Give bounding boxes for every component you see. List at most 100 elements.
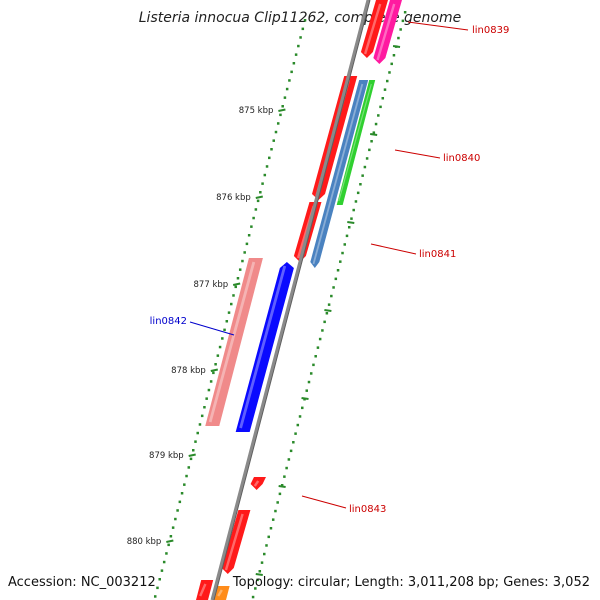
outer-tick xyxy=(301,406,304,410)
outer-tick xyxy=(325,312,329,315)
minor-tick xyxy=(230,302,233,306)
gene-block-lin0839-b xyxy=(373,0,402,64)
minor-tick xyxy=(165,552,168,555)
gene-label-lin0842: lin0842 xyxy=(150,316,187,327)
callout-line-lin0843 xyxy=(301,495,347,509)
minor-tick xyxy=(158,578,161,581)
outer-tick xyxy=(251,595,255,599)
outer-tick xyxy=(258,570,262,573)
outer-tick xyxy=(392,54,396,57)
outer-tick xyxy=(381,97,385,100)
outer-tick xyxy=(368,148,371,152)
outer-tick xyxy=(307,380,311,384)
outer-tick xyxy=(292,441,295,444)
minor-tick xyxy=(250,225,253,228)
minor-tick xyxy=(214,363,217,366)
major-tick xyxy=(166,539,174,543)
outer-tick xyxy=(271,518,275,521)
topology-text: Topology: circular; xyxy=(232,575,351,590)
gene-block-lower-b-highlight xyxy=(199,583,207,597)
minor-tick xyxy=(207,388,211,392)
outer-tick xyxy=(267,535,270,539)
outer-tick xyxy=(354,200,358,203)
minor-tick xyxy=(209,380,213,383)
minor-tick xyxy=(194,440,197,443)
outer-tick xyxy=(372,131,376,134)
outer-tick xyxy=(278,492,282,496)
outer-tick xyxy=(312,363,315,367)
gene-block-lin0840-steel xyxy=(310,80,369,268)
outer-tick xyxy=(274,509,277,513)
minor-tick xyxy=(276,122,280,125)
outer-major-tick xyxy=(347,221,355,224)
callout-line-lin0842 xyxy=(189,321,235,336)
gene-block-lin0842-highlight xyxy=(239,265,287,429)
outer-tick xyxy=(330,294,333,298)
outer-major-tick xyxy=(255,573,263,576)
gene-count-text: Genes: 3,052 xyxy=(503,575,590,590)
outer-tick xyxy=(374,122,378,126)
tick-label: 879 kbp xyxy=(149,451,184,461)
minor-tick xyxy=(301,27,305,31)
tick-label: 877 kbp xyxy=(194,280,229,290)
major-tick xyxy=(232,282,241,286)
major-tick xyxy=(278,108,286,112)
outer-tick xyxy=(403,11,407,14)
outer-major-tick xyxy=(278,485,286,488)
outer-tick xyxy=(352,208,355,212)
outer-tick xyxy=(321,329,324,332)
outer-tick xyxy=(388,71,391,74)
minor-tick xyxy=(234,285,237,289)
major-tick xyxy=(210,368,219,372)
outer-tick xyxy=(350,217,353,220)
minor-tick xyxy=(160,569,164,572)
outer-tick xyxy=(377,114,380,117)
outer-tick xyxy=(370,140,373,143)
outer-tick xyxy=(263,552,266,556)
outer-tick xyxy=(345,234,349,238)
gene-label-lin0841: lin0841 xyxy=(419,249,456,260)
minor-tick xyxy=(254,208,258,211)
minor-tick xyxy=(294,53,298,56)
outer-tick xyxy=(379,105,382,109)
minor-tick xyxy=(212,371,215,375)
genome-backbone xyxy=(210,0,371,600)
minor-tick xyxy=(218,345,222,349)
outer-tick xyxy=(289,449,293,453)
minor-tick xyxy=(192,449,195,452)
minor-tick xyxy=(180,492,184,495)
minor-tick xyxy=(288,79,291,82)
outer-tick xyxy=(401,19,405,23)
callout-line-lin0841 xyxy=(370,243,417,255)
outer-major-tick xyxy=(392,45,401,48)
tick-label: 880 kbp xyxy=(127,537,162,547)
minor-tick xyxy=(256,199,260,203)
ruler-ticks: 875 kbp 876 kbp 877 kbp 878 kbp 879 kbp 880 k… xyxy=(127,11,407,599)
gene-block-lin0842 xyxy=(235,262,294,432)
minor-tick xyxy=(221,337,224,340)
outer-tick xyxy=(332,286,335,289)
minor-tick xyxy=(236,277,240,280)
gene-block-lin0843-highlight xyxy=(253,480,260,487)
outer-tick xyxy=(296,423,300,427)
callout-line-lin0840 xyxy=(394,149,441,159)
minor-tick xyxy=(261,182,264,185)
outer-tick xyxy=(269,527,273,530)
minor-tick xyxy=(259,191,262,194)
minor-tick xyxy=(252,216,255,220)
outer-tick xyxy=(316,346,320,349)
outer-tick xyxy=(359,183,362,186)
minor-tick xyxy=(176,509,179,512)
minor-tick xyxy=(153,595,157,598)
outer-tick xyxy=(294,432,297,435)
outer-tick xyxy=(285,466,288,470)
minor-tick xyxy=(200,414,204,418)
outer-tick xyxy=(399,28,402,31)
outer-tick xyxy=(339,260,342,263)
minor-tick xyxy=(198,423,202,426)
minor-tick xyxy=(247,234,251,237)
outer-major-tick xyxy=(301,397,309,400)
outer-tick xyxy=(385,79,389,83)
minor-tick xyxy=(232,294,235,297)
minor-tick xyxy=(265,165,269,168)
